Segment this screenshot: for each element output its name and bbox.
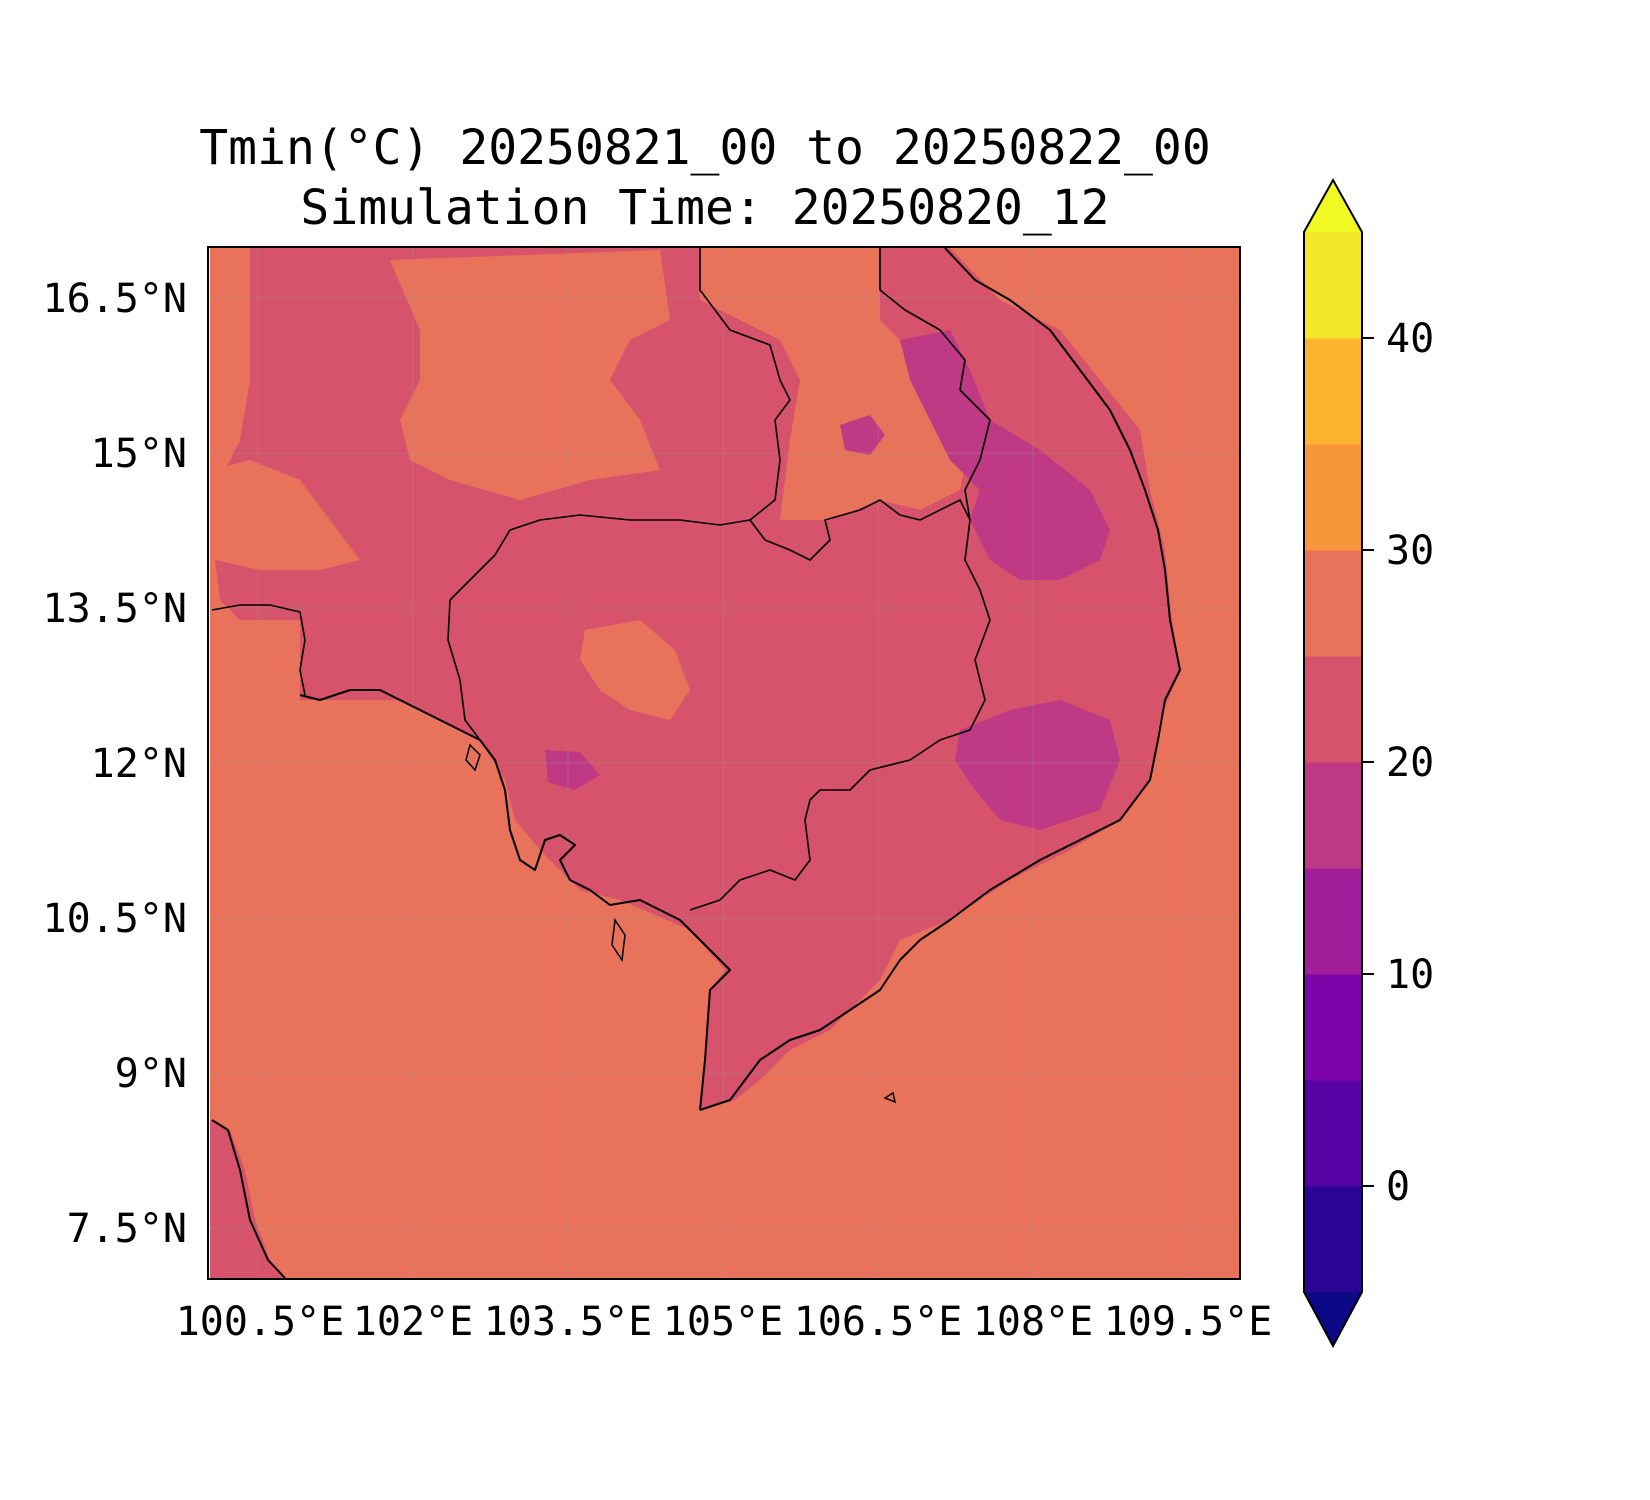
colorbar-band	[1304, 762, 1362, 869]
lon-tick-label: 108°E	[973, 1299, 1093, 1345]
lat-tick-label: 7.5°N	[67, 1206, 187, 1252]
island-phu-quoc	[611, 917, 626, 963]
lon-tick-label: 102°E	[353, 1299, 473, 1345]
map-panel	[210, 248, 1240, 1278]
colorbar-ticks	[1362, 337, 1374, 1187]
tonle-sap-warm-patch	[580, 620, 690, 720]
colorbar-extend-min-arrow	[1304, 1292, 1362, 1346]
lon-tick-label: 105°E	[663, 1299, 783, 1345]
map-frame	[207, 246, 1241, 1280]
islands	[465, 743, 897, 1104]
thailand-warm-patch	[390, 250, 670, 500]
laos-vietnam-border	[879, 248, 991, 521]
island-koh-kong	[465, 743, 481, 772]
thai-west-coast	[211, 1119, 286, 1278]
lon-tick-label: 100.5°E	[176, 1299, 345, 1345]
vietnam-coastline	[699, 248, 1181, 1111]
colorbar-tick-label: 10	[1386, 952, 1434, 998]
thailand-warm-patch-west	[212, 460, 360, 570]
colorbar-band	[1304, 550, 1362, 657]
lat-tick-label: 15°N	[91, 431, 187, 477]
colorbar-extend-max-arrow	[1304, 180, 1362, 232]
lat-tick-label: 12°N	[91, 741, 187, 787]
lon-tick-label: 109.5°E	[1104, 1299, 1273, 1345]
thai-cambodia-border-west	[211, 604, 306, 696]
lat-tick-label: 10.5°N	[43, 896, 188, 942]
colorbar-bands	[1304, 232, 1362, 1293]
island-con-son	[883, 1091, 897, 1104]
colorbar-band	[1304, 1080, 1362, 1187]
colorbar-band	[1304, 1186, 1362, 1293]
annamite-cool-zone-north	[900, 330, 1110, 580]
cambodia-west-border	[447, 599, 481, 741]
lat-tick-label: 9°N	[115, 1051, 187, 1097]
colorbar-band	[1304, 656, 1362, 763]
colorbar-outline	[1303, 177, 1363, 1349]
cambodia-cool-spot	[545, 750, 600, 790]
lon-tick-label: 103.5°E	[484, 1299, 653, 1345]
thailand-laos-border	[699, 248, 791, 521]
colorbar-band	[1304, 974, 1362, 1081]
central-highlands-cool-zone	[955, 700, 1120, 830]
colorbar-band	[1304, 868, 1362, 975]
map-title: Tmin(°C) 20250821_00 to 20250822_00 Simu…	[120, 118, 1290, 238]
longitude-axis: 100.5°E 102°E 103.5°E 105°E 106.5°E 108°…	[176, 1299, 1273, 1345]
title-line-2: Simulation Time: 20250820_12	[300, 180, 1110, 236]
colorbar-tick-label: 30	[1386, 528, 1434, 574]
title-line-1: Tmin(°C) 20250821_00 to 20250822_00	[199, 120, 1211, 176]
colorbar: 0 10 20 30 40	[1303, 177, 1434, 1349]
graticule	[210, 248, 1240, 1278]
colorbar-band	[1304, 338, 1362, 445]
cambodia-north-border	[449, 499, 991, 911]
gulf-of-thailand-coastline	[299, 689, 731, 1111]
colorbar-tick-label: 40	[1386, 316, 1434, 362]
lon-tick-label: 106.5°E	[794, 1299, 963, 1345]
malay-peninsula-land	[210, 1120, 285, 1278]
coastlines	[211, 248, 1181, 1278]
colorbar-band	[1304, 444, 1362, 551]
latitude-axis: 16.5°N 15°N 13.5°N 12°N 10.5°N 9°N 7.5°N	[43, 276, 188, 1252]
lat-tick-label: 16.5°N	[43, 276, 188, 322]
colorbar-band	[1304, 232, 1362, 339]
colorbar-tick-label: 0	[1386, 1164, 1410, 1210]
lao-cool-spot	[840, 415, 885, 455]
lat-tick-label: 13.5°N	[43, 586, 188, 632]
colorbar-tick-label: 20	[1386, 740, 1434, 786]
country-borders	[211, 248, 991, 911]
